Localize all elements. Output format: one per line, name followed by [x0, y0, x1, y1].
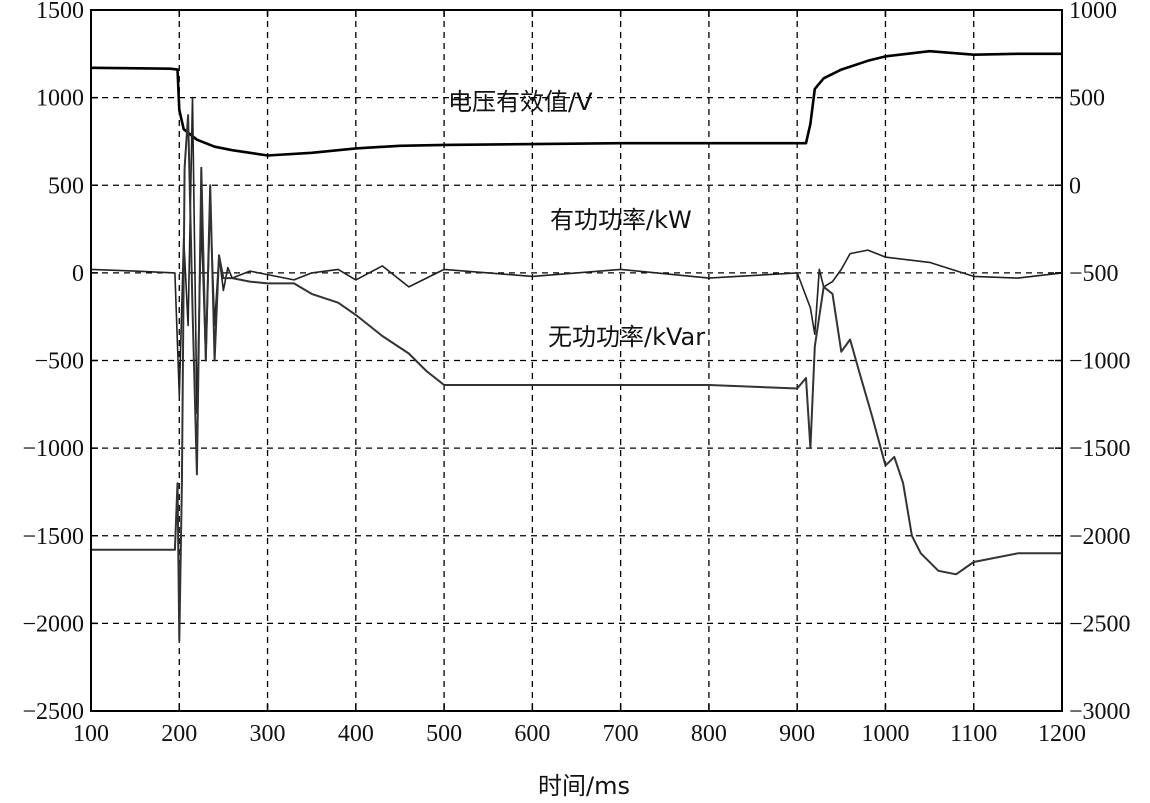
- series-lines: [90, 49, 1063, 642]
- y-left-tick-label: −2000: [22, 611, 84, 637]
- y-right-tick-label: −3000: [1069, 699, 1131, 725]
- x-tick-label: 300: [250, 721, 286, 747]
- y-right-tick-label: −2000: [1069, 524, 1131, 550]
- y-right-tick-label: 500: [1069, 86, 1105, 112]
- y-left-tick-label: 500: [48, 173, 84, 199]
- y-left-tick-label: −1500: [22, 524, 84, 550]
- y-right-tick-label: −500: [1069, 261, 1119, 287]
- x-axis-label: 时间/ms: [538, 772, 630, 800]
- axis-ticks: 100 200 300 400 500 600 700 800 900 1000 1100 1200 1…: [22, 0, 1130, 747]
- y-left-tick-label: 0: [72, 261, 84, 287]
- x-tick-label: 600: [514, 721, 550, 747]
- x-tick-label: 900: [779, 721, 815, 747]
- y-left-tick-label: 1000: [36, 86, 84, 112]
- x-tick-label: 1000: [861, 721, 909, 747]
- y-right-tick-label: −2500: [1069, 611, 1131, 637]
- x-tick-label: 800: [691, 721, 727, 747]
- y-right-tick-label: −1500: [1069, 436, 1131, 462]
- annotation-active-power: 有功功率/kW: [550, 206, 692, 234]
- y-right-tick-label: −1000: [1069, 349, 1131, 375]
- series-line-1: [90, 96, 1063, 414]
- annotation-voltage: 电压有效值/V: [448, 88, 593, 116]
- y-right-tick-label: 1000: [1069, 0, 1117, 24]
- x-tick-label: 1100: [950, 721, 997, 747]
- x-tick-label: 200: [161, 721, 197, 747]
- annotation-reactive-power: 无功功率/kVar: [548, 323, 705, 351]
- x-tick-label: 1200: [1038, 721, 1086, 747]
- x-tick-label: 400: [338, 721, 374, 747]
- y-right-tick-label: 0: [1069, 173, 1081, 199]
- series-line-2: [91, 114, 1062, 642]
- x-tick-label: 700: [603, 721, 639, 747]
- x-tick-label: 500: [426, 721, 462, 747]
- y-left-tick-label: 1500: [36, 0, 84, 24]
- x-tick-label: 100: [73, 721, 109, 747]
- y-left-tick-label: −500: [34, 349, 84, 375]
- y-left-tick-label: −1000: [22, 436, 84, 462]
- y-left-tick-label: −2500: [22, 699, 84, 725]
